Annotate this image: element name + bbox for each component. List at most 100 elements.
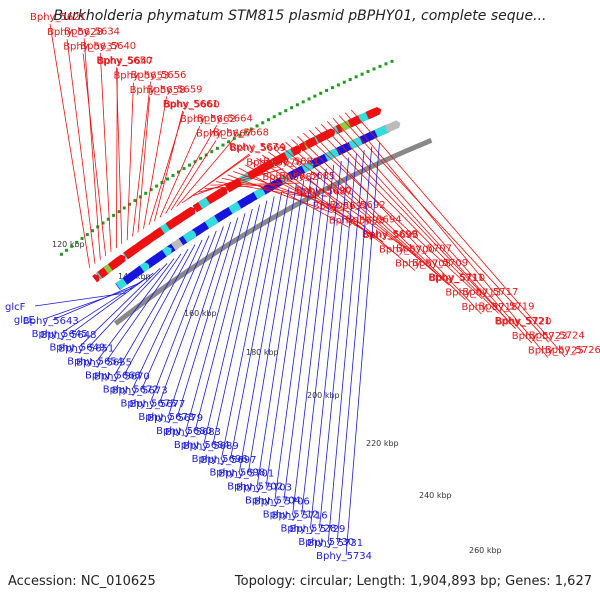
cds-tick <box>360 72 364 76</box>
reverse-leader-line <box>52 282 140 321</box>
reverse-gene-arrow <box>363 131 375 143</box>
forward-gene-label: Bphy_5699 <box>362 229 418 240</box>
backbone-arc <box>113 137 433 326</box>
forward-gene-label: Bphy_5685 <box>279 171 335 182</box>
forward-leader-line <box>261 154 400 257</box>
cds-tick <box>165 177 169 181</box>
cds-tick <box>101 221 105 225</box>
gene-shape <box>384 120 401 133</box>
forward-gene-label: Bphy_5720 <box>496 317 552 328</box>
reverse-gene-arrow <box>162 246 172 257</box>
gene-shape <box>348 136 365 150</box>
cds-tick <box>85 233 89 237</box>
cds-tick <box>215 146 219 150</box>
reverse-gene-label: Bphy_5697 <box>201 455 257 466</box>
cds-tick <box>221 143 225 147</box>
cds-tick <box>301 100 305 104</box>
reverse-gene-label: Bphy_5704 <box>245 496 301 507</box>
forward-leader-line <box>291 138 449 285</box>
gene-shape <box>162 246 172 257</box>
reverse-leader-line <box>230 192 282 459</box>
cds-tick <box>255 124 259 128</box>
forward-leader-line <box>165 125 218 214</box>
forward-leader-line <box>338 115 550 343</box>
reverse-gene-arrow <box>313 155 327 167</box>
forward-leader-line <box>256 157 383 242</box>
gene-shape <box>241 194 255 207</box>
reverse-leader-line <box>132 239 203 389</box>
reverse-leader-line <box>310 157 350 528</box>
cds-tick <box>325 88 329 92</box>
forward-gene-label: Bphy_5682 <box>262 172 318 183</box>
reverse-gene-label: Bphy_5670 <box>94 371 150 382</box>
reverse-leader-line <box>176 217 239 418</box>
gene-shape <box>111 254 126 269</box>
reverse-gene-label: Bphy_5643 <box>23 316 79 327</box>
forward-gene-label: Bphy_5667 <box>196 129 252 140</box>
cds-tick <box>176 170 180 174</box>
map-title: Burkholderia phymatum STM815 plasmid pBP… <box>53 8 547 24</box>
cds-tick <box>295 103 299 107</box>
cds-tick <box>378 64 382 68</box>
reverse-gene-label: Bphy_5706 <box>254 496 310 507</box>
reverse-gene-label: Bphy_5677 <box>129 399 185 410</box>
forward-leader-line <box>82 53 107 256</box>
reverse-gene-label: Bphy_5651 <box>58 344 114 355</box>
cds-tick <box>59 252 63 256</box>
forward-leader-line <box>99 52 112 252</box>
gene-shape <box>139 262 150 273</box>
forward-gene-label: Bphy_5662 <box>180 114 236 125</box>
reverse-leader-line <box>221 196 275 458</box>
forward-gene-label: Bphy_5681 <box>263 157 319 168</box>
reverse-gene-label: Bphy_5701 <box>218 469 274 480</box>
forward-leader-line <box>126 82 134 241</box>
cds-tick <box>90 229 94 233</box>
topology-label: Topology: circular; Length: 1,904,893 bp… <box>234 574 592 589</box>
forward-gene-arrow <box>92 274 100 283</box>
reverse-leader-line <box>274 172 320 500</box>
forward-gene-label: Bphy_5647 <box>97 56 153 67</box>
forward-gene-label: Bphy_5661 <box>163 99 219 110</box>
reverse-leader-line <box>292 164 335 514</box>
cds-tick <box>272 115 276 119</box>
reverse-gene-label: Bphy_5696 <box>192 454 248 465</box>
forward-leader-line <box>273 148 416 272</box>
forward-gene-label: Bphy_5628 <box>47 27 103 38</box>
reverse-gene-arrow <box>241 194 255 207</box>
cds-tick <box>354 75 358 79</box>
forward-leader-line <box>216 181 317 199</box>
reverse-gene-label: Bphy_5689 <box>183 441 239 452</box>
reverse-gene-arrow <box>374 125 389 138</box>
reverse-leader-line <box>185 213 246 431</box>
gene-shape <box>195 223 207 235</box>
reverse-leader-line <box>239 188 290 472</box>
forward-leader-line <box>285 142 450 286</box>
cds-tick <box>133 199 137 203</box>
forward-gene-label: Bphy_5709 <box>412 258 468 269</box>
forward-gene-label: Bphy_5621 <box>30 12 86 23</box>
reverse-gene-label: Bphy_5698 <box>209 468 265 479</box>
forward-gene-arrow <box>182 206 196 219</box>
reverse-gene-label: Bphy_5702 <box>227 482 283 493</box>
forward-leader-line <box>267 151 417 256</box>
cds-tick <box>144 191 148 195</box>
reverse-leader-line <box>114 249 189 375</box>
forward-leader-line <box>66 39 96 264</box>
forward-leader-line <box>159 125 201 218</box>
cds-tick <box>313 94 317 98</box>
reverse-gene-label: Bphy_5716 <box>272 510 328 521</box>
accession-label: Accession: NC_010625 <box>8 574 156 589</box>
gene-shape <box>182 206 196 219</box>
forward-leader-line <box>49 23 91 268</box>
cds-tick <box>384 62 388 66</box>
cds-tick <box>336 83 340 87</box>
forward-gene-label: Bphy_5707 <box>396 243 452 254</box>
forward-gene-label: Bphy_5726 <box>545 345 600 356</box>
forward-gene-arrow <box>365 106 382 120</box>
reverse-leader-line <box>256 180 305 486</box>
cds-tick <box>227 140 231 144</box>
reverse-leader-line <box>150 230 217 403</box>
reverse-gene-label: Bphy_5649 <box>49 343 105 354</box>
reverse-gene-label: Bphy_5666 <box>85 371 141 382</box>
cds-tick <box>284 109 288 113</box>
